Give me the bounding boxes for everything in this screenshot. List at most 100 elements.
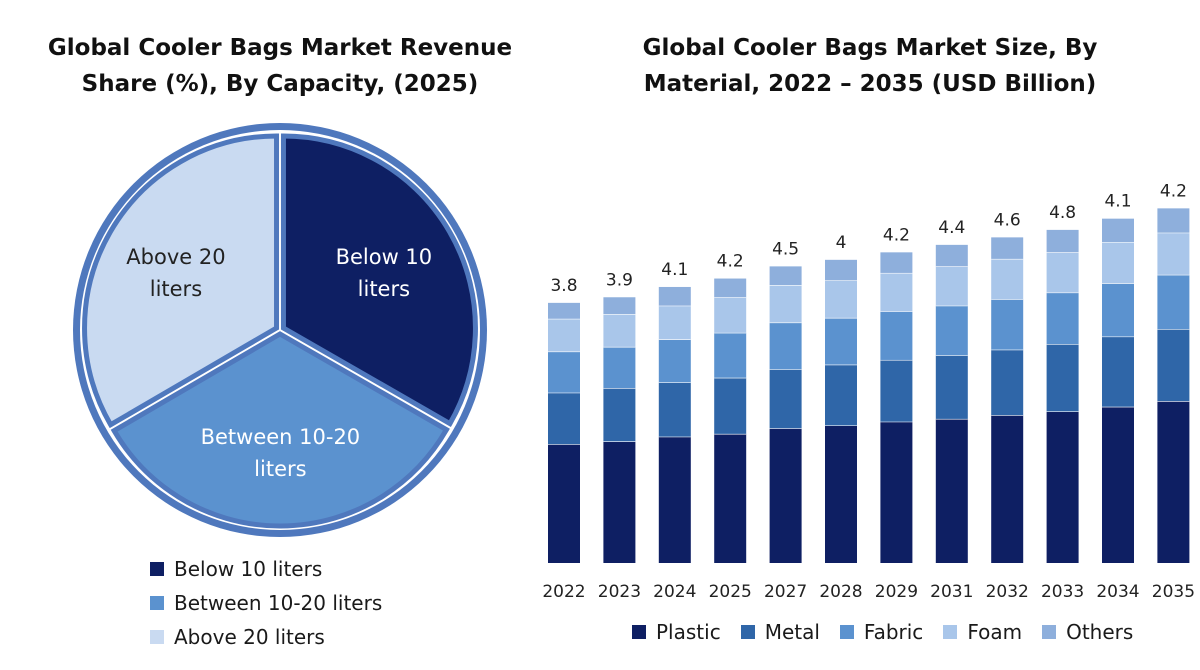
bar-2025-plastic — [714, 433, 747, 563]
bar-2023-foam — [603, 314, 636, 347]
bar-title-line-2: Material, 2022 – 2035 (USD Billion) — [643, 71, 1097, 97]
bar-chart-title: Global Cooler Bags Market Size, By Mater… — [540, 30, 1200, 102]
bar-2032-others — [991, 237, 1024, 259]
bar-total-label-2025: 4.2 — [717, 252, 744, 272]
pie-chart-title: Global Cooler Bags Market Revenue Share … — [10, 30, 550, 102]
bar-2022-fabric — [548, 351, 580, 393]
bar-legend-label-others: Others — [1066, 620, 1134, 644]
bar-2024-foam — [658, 305, 691, 340]
bar-2022-foam — [548, 318, 580, 352]
pie-slice-label-3-line-1: Above 20 — [126, 245, 225, 269]
pie-legend-swatch-3 — [150, 630, 164, 644]
bar-2027-metal — [769, 369, 802, 429]
bar-2022-plastic — [548, 444, 580, 563]
x-tick-label-2029: 2029 — [875, 582, 918, 602]
bar-legend-swatch-metal — [740, 625, 755, 639]
bar-2032-metal — [991, 349, 1024, 416]
bar-total-label-2024: 4.1 — [661, 260, 688, 280]
bar-2033-fabric — [1046, 292, 1079, 345]
pie-slice-label-1-line-1: Below 10 — [336, 245, 433, 269]
bar-2025-metal — [714, 377, 747, 434]
bar-2029-foam — [880, 272, 913, 312]
pie-slice-3 — [82, 133, 280, 429]
bar-2029-fabric — [880, 311, 913, 360]
bar-2028-plastic — [825, 425, 857, 563]
pie-slice-label-1-line-2: liters — [358, 277, 410, 301]
bar-2031-others — [935, 244, 968, 267]
bar-2035-fabric — [1157, 274, 1190, 330]
bar-2032-plastic — [991, 415, 1024, 563]
bar-2031-foam — [935, 266, 968, 306]
bar-2023-metal — [603, 388, 636, 442]
bar-total-label-2029: 4.2 — [883, 225, 910, 245]
x-tick-label-2032: 2032 — [986, 582, 1029, 602]
bar-total-label-2023: 3.9 — [606, 270, 633, 290]
x-tick-label-2023: 2023 — [598, 582, 641, 602]
pie-legend-swatch-1 — [150, 562, 164, 576]
bar-2029-metal — [880, 359, 913, 422]
bar-legend-label-foam: Foam — [967, 620, 1023, 644]
bar-2024-others — [658, 286, 691, 306]
bar-2027-fabric — [769, 322, 802, 370]
bar-2033-others — [1046, 229, 1079, 253]
bar-2028-others — [825, 259, 857, 281]
bar-2024-fabric — [658, 339, 691, 383]
pie-slice-label-2-line-2: liters — [254, 457, 306, 481]
bar-2029-others — [880, 252, 913, 273]
stacked-bar-chart: 3.8 2022 3.9 2023 4.1 2024 4.2 2025 4.5 2027 4 2028… — [542, 181, 1195, 602]
bar-total-label-2032: 4.6 — [994, 210, 1021, 230]
bar-2029-plastic — [880, 421, 913, 563]
bar-legend-item-foam: Foam — [943, 620, 1022, 644]
bar-2025-others — [714, 278, 747, 298]
pie-panel: Global Cooler Bags Market Revenue Share … — [0, 0, 560, 670]
x-tick-label-2031: 2031 — [930, 582, 973, 602]
pie-legend-item-1: Below 10 liters — [150, 552, 382, 586]
bar-2022-metal — [548, 392, 580, 445]
x-tick-label-2022: 2022 — [542, 582, 585, 602]
bar-2028-fabric — [825, 317, 857, 365]
bar-total-label-2034: 4.1 — [1104, 192, 1131, 212]
bar-legend: Plastic Metal Fabric Foam Others — [632, 620, 1153, 644]
bar-legend-item-plastic: Plastic — [632, 620, 721, 644]
bar-legend-swatch-plastic — [632, 625, 646, 639]
pie-legend-swatch-2 — [150, 596, 164, 610]
pie-legend-item-3: Above 20 liters — [150, 620, 382, 654]
bar-legend-label-fabric: Fabric — [863, 620, 924, 644]
bar-legend-label-plastic: Plastic — [656, 620, 721, 644]
bar-2034-foam — [1102, 242, 1134, 284]
bar-2034-fabric — [1102, 283, 1134, 337]
bar-2022-others — [548, 302, 580, 319]
bar-2034-metal — [1102, 336, 1134, 407]
pie-title-line-2: Share (%), By Capacity, (2025) — [81, 71, 479, 97]
bar-2027-plastic — [769, 428, 802, 563]
bar-legend-item-fabric: Fabric — [839, 620, 924, 644]
bar-total-label-2028: 4 — [836, 233, 847, 253]
bar-2023-fabric — [603, 346, 636, 389]
bar-total-label-2033: 4.8 — [1049, 203, 1076, 223]
x-tick-label-2035: 2035 — [1152, 582, 1195, 602]
bar-2031-fabric — [935, 305, 968, 356]
bar-legend-swatch-fabric — [839, 625, 854, 639]
pie-slice-label-3-line-2: liters — [150, 277, 202, 301]
bar-2035-foam — [1157, 232, 1190, 275]
bar-legend-item-others: Others — [1042, 620, 1133, 644]
bar-legend-item-metal: Metal — [740, 620, 820, 644]
bar-2025-foam — [714, 297, 747, 333]
pie-slice-1 — [280, 133, 478, 428]
bar-2027-others — [769, 266, 802, 286]
bar-2024-plastic — [658, 436, 691, 563]
bar-2027-foam — [769, 285, 802, 323]
bar-2031-metal — [935, 355, 968, 419]
pie-chart: Below 10 liters Between 10-20 liters Above 2… — [73, 123, 487, 537]
bar-total-label-2027: 4.5 — [772, 239, 799, 259]
pie-title-line-1: Global Cooler Bags Market Revenue — [47, 35, 513, 61]
bar-2023-plastic — [603, 441, 636, 563]
pie-legend-label-2: Between 10-20 liters — [174, 591, 383, 615]
bar-total-label-2031: 4.4 — [938, 218, 965, 238]
x-tick-label-2028: 2028 — [819, 582, 862, 602]
bar-2035-others — [1157, 208, 1190, 233]
bar-legend-label-metal: Metal — [764, 620, 820, 644]
pie-legend-label-1: Below 10 liters — [174, 557, 323, 581]
bar-total-label-2035: 4.2 — [1160, 181, 1187, 201]
x-tick-label-2024: 2024 — [653, 582, 696, 602]
